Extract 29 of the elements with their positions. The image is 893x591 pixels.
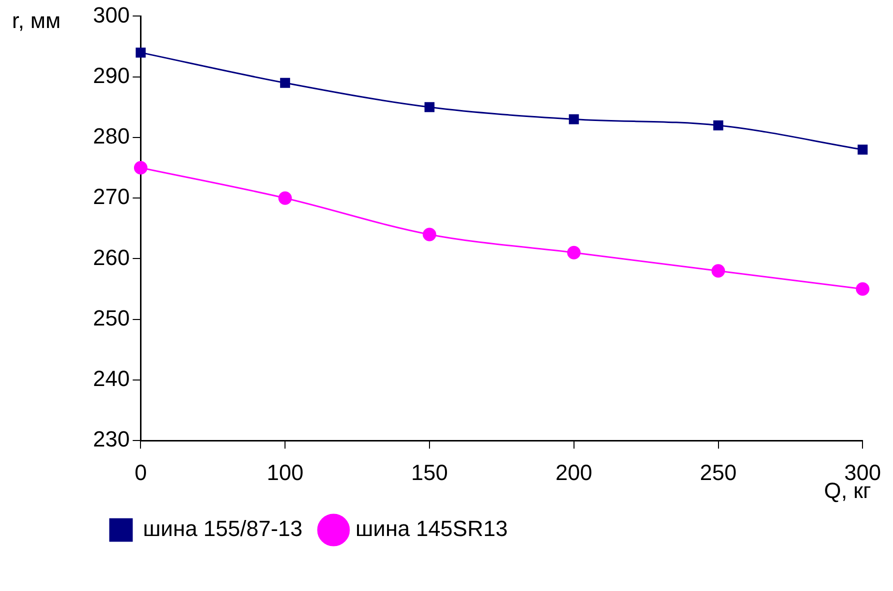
y-tick-label: 260 — [92, 244, 130, 270]
y-tick-label: 280 — [92, 124, 130, 149]
x-tick-label: 250 — [700, 460, 737, 485]
x-tick-label: 300 — [844, 460, 882, 485]
x-tick-label: 150 — [411, 460, 448, 485]
y-axis-title: r, мм — [12, 8, 61, 34]
x-tick-label: 100 — [266, 460, 304, 485]
point — [422, 228, 436, 242]
legend-label: шина 155/87-13 — [143, 516, 303, 542]
legend-label: шина 145SR13 — [356, 516, 508, 542]
point — [278, 191, 292, 205]
point — [568, 114, 579, 124]
y-tick-label: 240 — [92, 366, 130, 392]
y-tick-label: 300 — [92, 2, 130, 28]
point — [712, 264, 726, 278]
y-tick-label: 290 — [92, 62, 130, 88]
point — [424, 102, 434, 112]
point — [858, 144, 868, 155]
x-tick-label: 0 — [134, 460, 147, 485]
y-tick-label: 230 — [92, 426, 130, 452]
y-tick-label: 270 — [92, 184, 130, 210]
y-tick-label: 250 — [92, 305, 130, 330]
point — [567, 246, 581, 260]
point — [134, 161, 148, 175]
point — [280, 78, 290, 88]
point — [136, 48, 146, 58]
point — [856, 282, 870, 296]
x-tick-label: 200 — [556, 460, 592, 485]
point — [713, 120, 724, 130]
